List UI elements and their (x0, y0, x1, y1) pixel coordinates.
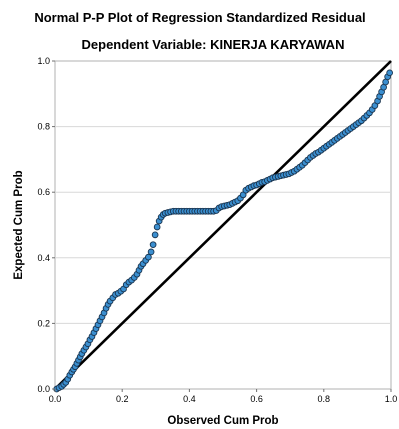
x-tick-label: 0.6 (250, 394, 263, 404)
data-point (386, 69, 394, 77)
reference-line-layer (54, 60, 392, 390)
x-axis-title: Observed Cum Prob (167, 415, 278, 427)
data-point (151, 231, 159, 239)
data-point (149, 241, 157, 249)
data-point (145, 253, 152, 261)
x-tick-label: 0.2 (116, 394, 129, 404)
data-point (147, 248, 155, 256)
x-tick-label: 0.0 (49, 394, 62, 404)
chart-subtitle: Dependent Variable: KINERJA KARYAWAN (82, 37, 345, 52)
gridlines (55, 126, 391, 324)
x-tick-label: 1.0 (385, 394, 398, 404)
points-layer (53, 69, 394, 393)
reference-line (54, 60, 392, 390)
x-axis-ticks: 0.0 0.2 0.4 0.6 0.8 1.0 (49, 389, 398, 404)
x-tick-label: 0.4 (183, 394, 196, 404)
chart-title: Normal P-P Plot of Regression Standardiz… (34, 10, 365, 25)
y-tick-label: 0.4 (37, 253, 50, 263)
y-axis-ticks: 0.0 0.2 0.4 0.6 0.8 1.0 (37, 56, 55, 394)
y-tick-label: 0.6 (37, 187, 50, 197)
plot-area (53, 60, 394, 393)
y-tick-label: 0.2 (37, 318, 50, 328)
y-tick-label: 1.0 (37, 56, 50, 66)
y-tick-label: 0.8 (37, 122, 50, 132)
y-axis-title: Expected Cum Prob (13, 170, 25, 279)
x-tick-label: 0.8 (318, 394, 331, 404)
data-point (153, 223, 161, 231)
y-tick-label: 0.0 (37, 384, 50, 394)
